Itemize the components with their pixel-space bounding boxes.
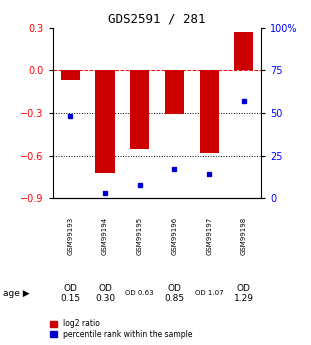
Text: GSM99198: GSM99198 [241,216,247,255]
Text: age ▶: age ▶ [3,289,30,298]
Bar [200,70,219,153]
Text: OD
1.29: OD 1.29 [234,284,254,303]
Text: GSM99195: GSM99195 [137,216,143,255]
Text: OD
0.15: OD 0.15 [60,284,80,303]
Text: OD
0.30: OD 0.30 [95,284,115,303]
Text: GSM99196: GSM99196 [171,216,177,255]
Bar [234,32,253,70]
Text: OD
0.85: OD 0.85 [164,284,184,303]
Bar [130,70,149,149]
Text: OD 0.63: OD 0.63 [125,290,154,296]
Bar [61,70,80,80]
Title: GDS2591 / 281: GDS2591 / 281 [108,12,206,25]
Text: GSM99194: GSM99194 [102,216,108,255]
Bar [165,70,184,115]
Text: GSM99197: GSM99197 [206,216,212,255]
Text: OD 1.07: OD 1.07 [195,290,224,296]
Bar [95,70,114,173]
Legend: log2 ratio, percentile rank within the sample: log2 ratio, percentile rank within the s… [50,319,192,339]
Text: GSM99193: GSM99193 [67,216,73,255]
